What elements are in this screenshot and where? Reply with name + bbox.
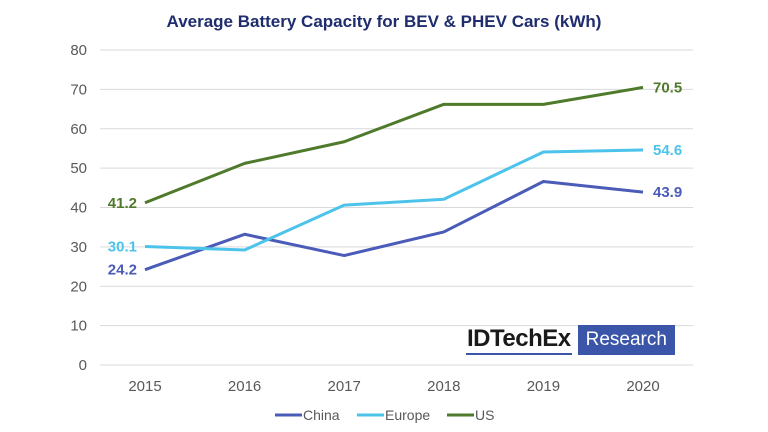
y-tick-label: 60: [70, 121, 87, 138]
x-tick-label: 2015: [128, 378, 161, 395]
x-tick-label: 2018: [427, 378, 460, 395]
legend-label-china: China: [303, 407, 340, 423]
gridlines: [100, 49, 693, 366]
y-tick-label: 50: [70, 160, 87, 177]
series-line-china: [144, 180, 644, 272]
y-tick-label: 40: [70, 200, 87, 217]
legend-label-us: US: [475, 407, 494, 423]
data-labels: 24.2 43.9 30.1 54.6 41.2 70.5: [108, 79, 682, 278]
data-label-china: 43.9: [653, 184, 682, 201]
x-tick-label: 2020: [626, 378, 659, 395]
y-tick-label: 20: [70, 278, 87, 295]
x-tick-label: 2016: [228, 378, 261, 395]
y-tick-label: 0: [79, 357, 87, 374]
x-tick-label: 2017: [328, 378, 361, 395]
data-label-us: 41.2: [108, 195, 137, 212]
series-line-europe: [144, 148, 644, 252]
y-tick-label: 10: [70, 318, 87, 335]
logo-research-tag: Research: [577, 325, 675, 355]
chart-title: Average Battery Capacity for BEV & PHEV …: [167, 12, 602, 31]
series-line-us: [144, 85, 644, 205]
y-axis-ticks: 0 10 20 30 40 50 60 70 80: [70, 42, 87, 374]
data-label-china: 24.2: [108, 262, 137, 279]
data-label-europe: 30.1: [108, 238, 137, 255]
logo-brand: IDTechEx: [466, 325, 572, 355]
data-label-us: 70.5: [653, 79, 682, 96]
x-axis-ticks: 2015 2016 2017 2018 2019 2020: [128, 378, 659, 395]
idtechex-logo: IDTechEx Research: [466, 325, 675, 357]
data-label-europe: 54.6: [653, 142, 682, 159]
legend-label-europe: Europe: [385, 407, 430, 423]
y-tick-label: 80: [70, 42, 87, 59]
y-tick-label: 30: [70, 239, 87, 256]
y-tick-label: 70: [70, 81, 87, 98]
legend: China Europe US: [275, 407, 494, 423]
x-tick-label: 2019: [527, 378, 560, 395]
series-lines: [144, 85, 644, 272]
